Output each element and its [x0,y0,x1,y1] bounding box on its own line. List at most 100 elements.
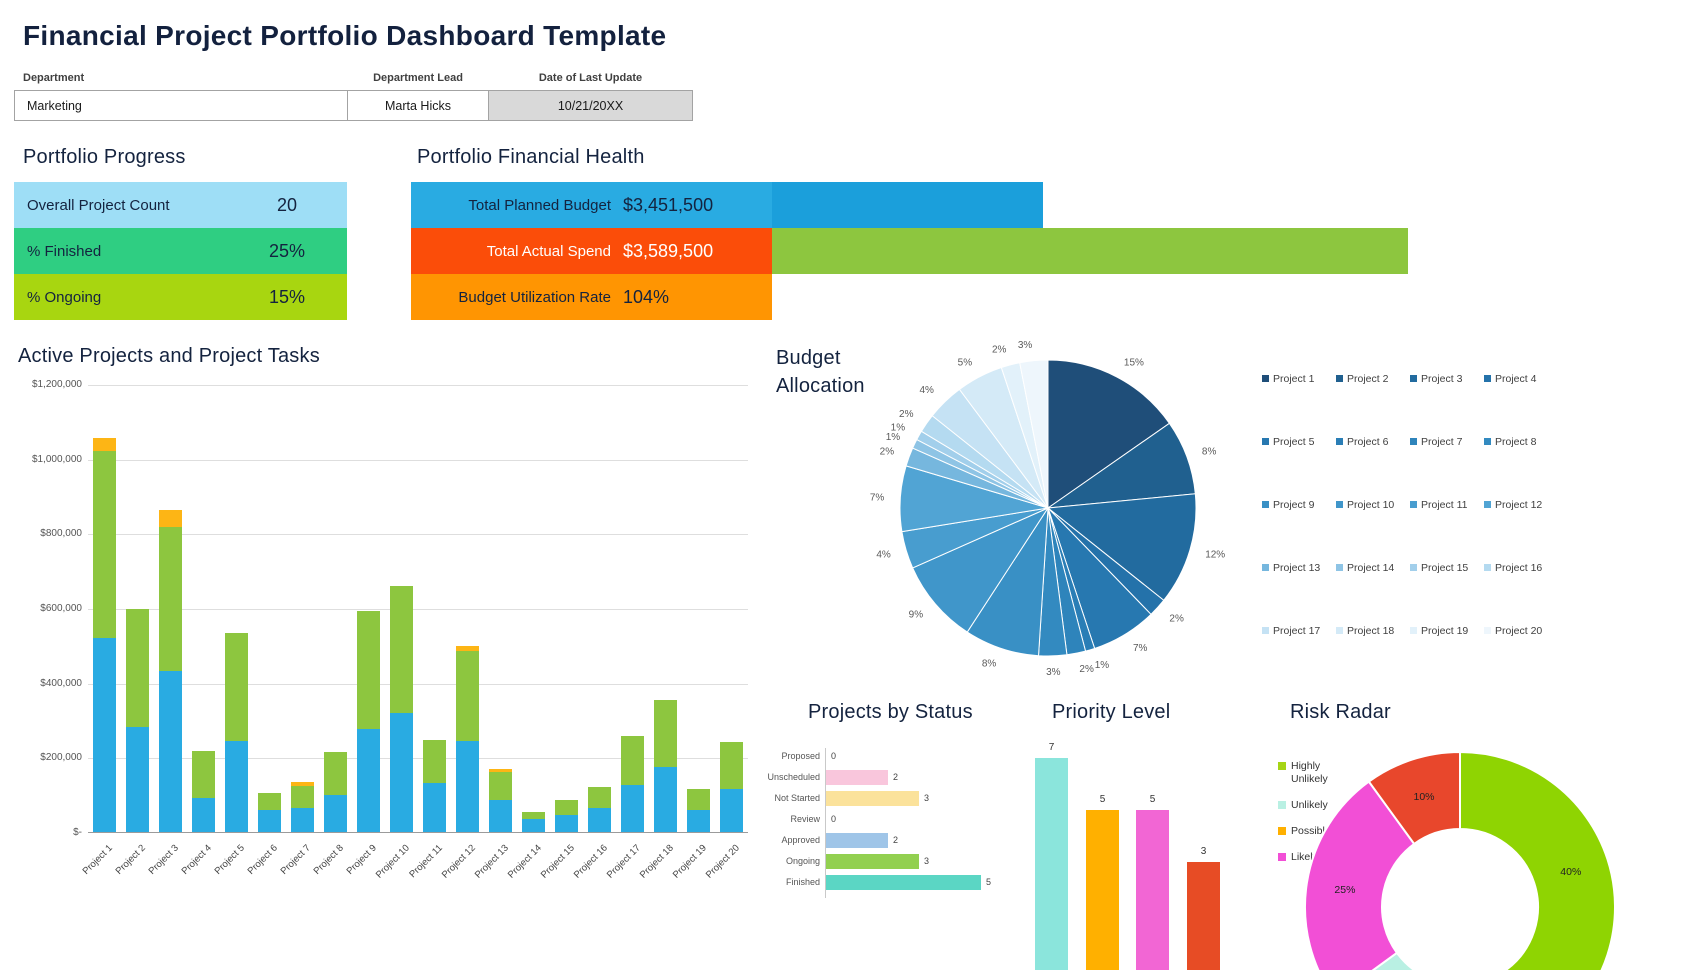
legend-label: Project 18 [1347,624,1395,637]
status-value-label: 0 [831,814,837,824]
legend-label: Project 1 [1273,372,1315,385]
legend-item: Project 20 [1484,624,1558,637]
bar-segment [654,767,677,832]
status-chart-axis-line [825,748,826,898]
legend-label: Unlikely [1291,799,1328,811]
department-lead-value-cell[interactable]: Marta Hicks [347,90,489,121]
date-of-last-update-value-cell[interactable]: 10/21/20XX [488,90,693,121]
pie-percentage-label: 7% [870,493,885,504]
legend-item: Project 19 [1410,624,1484,637]
pie-percentage-label: 5% [958,358,973,369]
total-planned-budget-row: Total Planned Budget $3,451,500 [411,182,772,228]
risk-radar-legend: Highly Unlikely Unlikely Possible Likely [1278,760,1340,864]
total-actual-spend-row: Total Actual Spend $3,589,500 [411,228,772,274]
status-value-label: 0 [831,751,837,761]
y-axis-tick-label: $600,000 [40,603,82,614]
priority-bar [1035,758,1068,970]
legend-swatch [1484,501,1491,508]
bar-segment [588,787,611,808]
x-axis-category-label: Project 3 [146,842,181,877]
legend-label: Project 3 [1421,372,1463,385]
status-category-label: Finished [785,877,820,887]
legend-label: Project 7 [1421,435,1463,448]
status-category-label: Proposed [781,751,820,761]
active-projects-chart-title: Active Projects and Project Tasks [18,345,320,367]
pie-percentage-label: 15% [1124,358,1144,369]
bar-segment [192,751,215,798]
x-axis-category-label: Project 12 [439,842,478,881]
pie-percentage-label: 1% [886,432,901,443]
legend-label: Likely [1291,851,1318,863]
pie-percentage-label: 8% [1202,446,1217,457]
donut-percentage-label: 10% [1413,791,1434,803]
legend-label: Project 6 [1347,435,1389,448]
status-category-label: Ongoing [785,856,820,866]
bar-segment [555,800,578,815]
x-axis-category-label: Project 9 [344,842,379,877]
date-of-last-update-label: Date of Last Update [538,72,643,84]
legend-swatch [1262,438,1269,445]
status-row: Proposed 0 [738,748,836,764]
legend-swatch [1410,375,1417,382]
x-axis-category-label: Project 17 [604,842,643,881]
bar-segment [390,586,413,713]
risk-radar-donut-chart: 40% 25% 10% [1304,750,1616,970]
bar-segment [159,671,182,832]
financial-health-bar [772,182,1043,228]
chart-gridline [88,684,748,685]
x-axis-category-label: Project 7 [278,842,313,877]
pie-percentage-label: 12% [1205,550,1225,561]
status-value-label: 3 [924,793,930,803]
pie-slice [1047,359,1171,509]
bar-segment [687,789,710,810]
status-row: Review 0 [738,811,836,827]
status-category-label: Review [790,814,820,824]
bar-segment [93,638,116,832]
legend-swatch [1262,564,1269,571]
x-axis-category-label: Project 14 [505,842,544,881]
x-axis-category-label: Project 13 [472,842,511,881]
donut-segment [1459,750,1616,970]
bar-segment [423,783,446,832]
x-axis-category-label: Project 19 [670,842,709,881]
pie-percentage-label: 9% [909,609,924,620]
legend-swatch [1336,501,1343,508]
bar-segment [225,633,248,741]
status-bar [826,769,888,785]
y-axis-tick-label: $800,000 [40,528,82,539]
status-bar [826,874,981,890]
legend-item: Project 4 [1484,372,1558,385]
budget-allocation-title: Budget Allocation [776,347,865,397]
legend-label: Project 5 [1273,435,1315,448]
legend-swatch [1278,853,1286,861]
status-row: Ongoing 3 [738,853,929,869]
bar-segment [654,700,677,767]
chart-gridline [88,758,748,759]
legend-label: Project 16 [1495,561,1543,574]
stat-label: % Finished [27,242,102,260]
legend-swatch [1410,501,1417,508]
pie-percentage-label: 2% [992,344,1007,355]
stat-label: Overall Project Count [27,196,170,214]
x-axis-category-label: Project 16 [571,842,610,881]
bar-segment [720,789,743,832]
stat-value: 15% [268,286,306,307]
legend-label: Project 8 [1495,435,1537,448]
bar-segment [489,772,512,800]
legend-item: Possible [1278,825,1340,838]
pie-percentage-label: 2% [1169,613,1184,624]
bar-segment [93,438,116,451]
pie-percentage-label: 4% [919,385,934,396]
x-axis-category-label: Project 8 [311,842,346,877]
stat-label: Total Planned Budget [468,196,611,214]
budget-utilization-rate-row: Budget Utilization Rate 104% [411,274,772,320]
legend-item: Project 10 [1336,498,1410,511]
status-category-label: Unscheduled [767,772,820,782]
legend-label: Possible [1291,825,1331,837]
projects-by-status-title: Projects by Status [808,701,973,723]
legend-item: Project 18 [1336,624,1410,637]
status-bar [826,832,888,848]
percent-finished-row: % Finished 25% [14,228,347,274]
bar-segment [621,785,644,832]
legend-label: Project 12 [1495,498,1543,511]
